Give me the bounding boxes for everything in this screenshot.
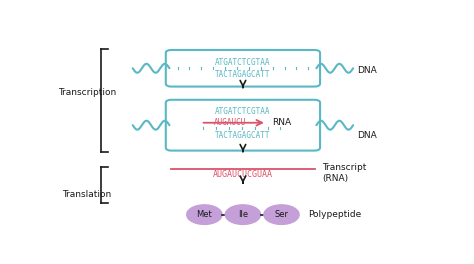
Text: Ser: Ser [274,210,289,219]
Text: DNA: DNA [357,131,376,140]
Text: Translation: Translation [62,190,111,199]
Text: AUGAUCU: AUGAUCU [214,118,246,127]
Circle shape [264,205,299,224]
FancyBboxPatch shape [166,100,320,150]
Text: RNA: RNA [272,118,292,127]
Text: TACTAGAGCATT: TACTAGAGCATT [215,70,271,79]
Text: AUGAUCUCGUAA: AUGAUCUCGUAA [213,171,273,180]
Circle shape [225,205,261,224]
Text: ATGATCTCGTAA: ATGATCTCGTAA [215,107,271,116]
Text: Transcription: Transcription [58,88,116,97]
Circle shape [187,205,222,224]
FancyBboxPatch shape [166,50,320,87]
Text: TACTAGAGCATT: TACTAGAGCATT [215,131,271,140]
Text: Ile: Ile [238,210,248,219]
Text: Polypeptide: Polypeptide [308,210,362,219]
Text: ATGATCTCGTAA: ATGATCTCGTAA [215,58,271,67]
Text: Met: Met [197,210,212,219]
Text: Transcript
(RNA): Transcript (RNA) [322,163,366,183]
Text: DNA: DNA [357,66,376,75]
